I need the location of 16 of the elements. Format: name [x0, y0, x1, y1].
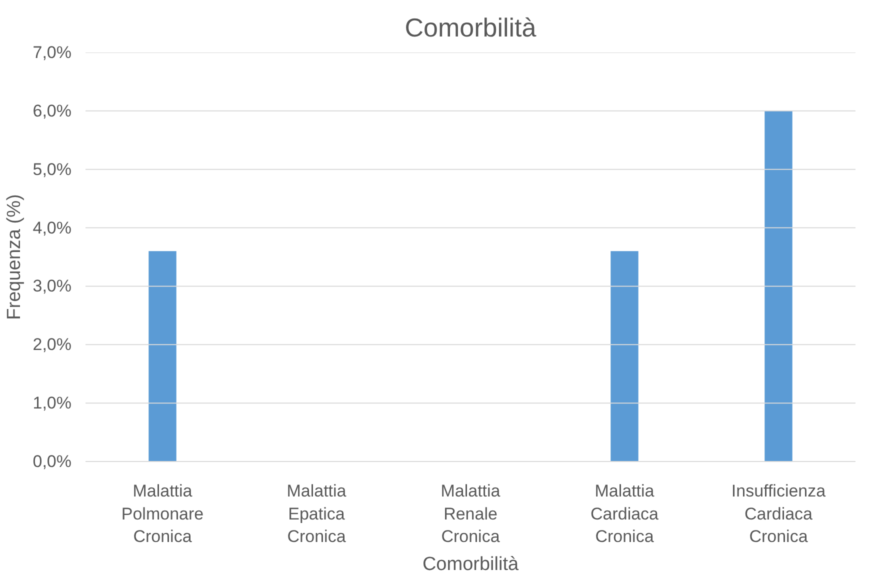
y-tick-label: 3,0%	[32, 276, 72, 296]
y-tick-label: 4,0%	[32, 218, 72, 238]
y-tick-label: 5,0%	[32, 160, 72, 179]
x-tick-label: Malattia Epatica Cronica	[286, 482, 347, 546]
x-tick-label: Malattia Renale Cronica	[440, 482, 501, 546]
y-tick-label: 0,0%	[32, 452, 72, 471]
x-tick-label: Malattia Cardiaca Cronica	[590, 482, 660, 546]
chart-title: Comorbilità	[404, 12, 537, 42]
y-tick-label: 1,0%	[32, 394, 72, 413]
x-axis-title: Comorbilità	[422, 554, 519, 576]
y-axis-title: Frequenza (%)	[4, 194, 25, 320]
x-tick-label: Malattia Polmonare Cronica	[121, 482, 204, 546]
y-tick-label: 2,0%	[32, 335, 72, 354]
x-tick-label: Insufficienza Cardiaca Cronica	[731, 482, 826, 546]
y-tick-label: 7,0%	[32, 43, 72, 62]
y-tick-label: 6,0%	[32, 101, 72, 120]
